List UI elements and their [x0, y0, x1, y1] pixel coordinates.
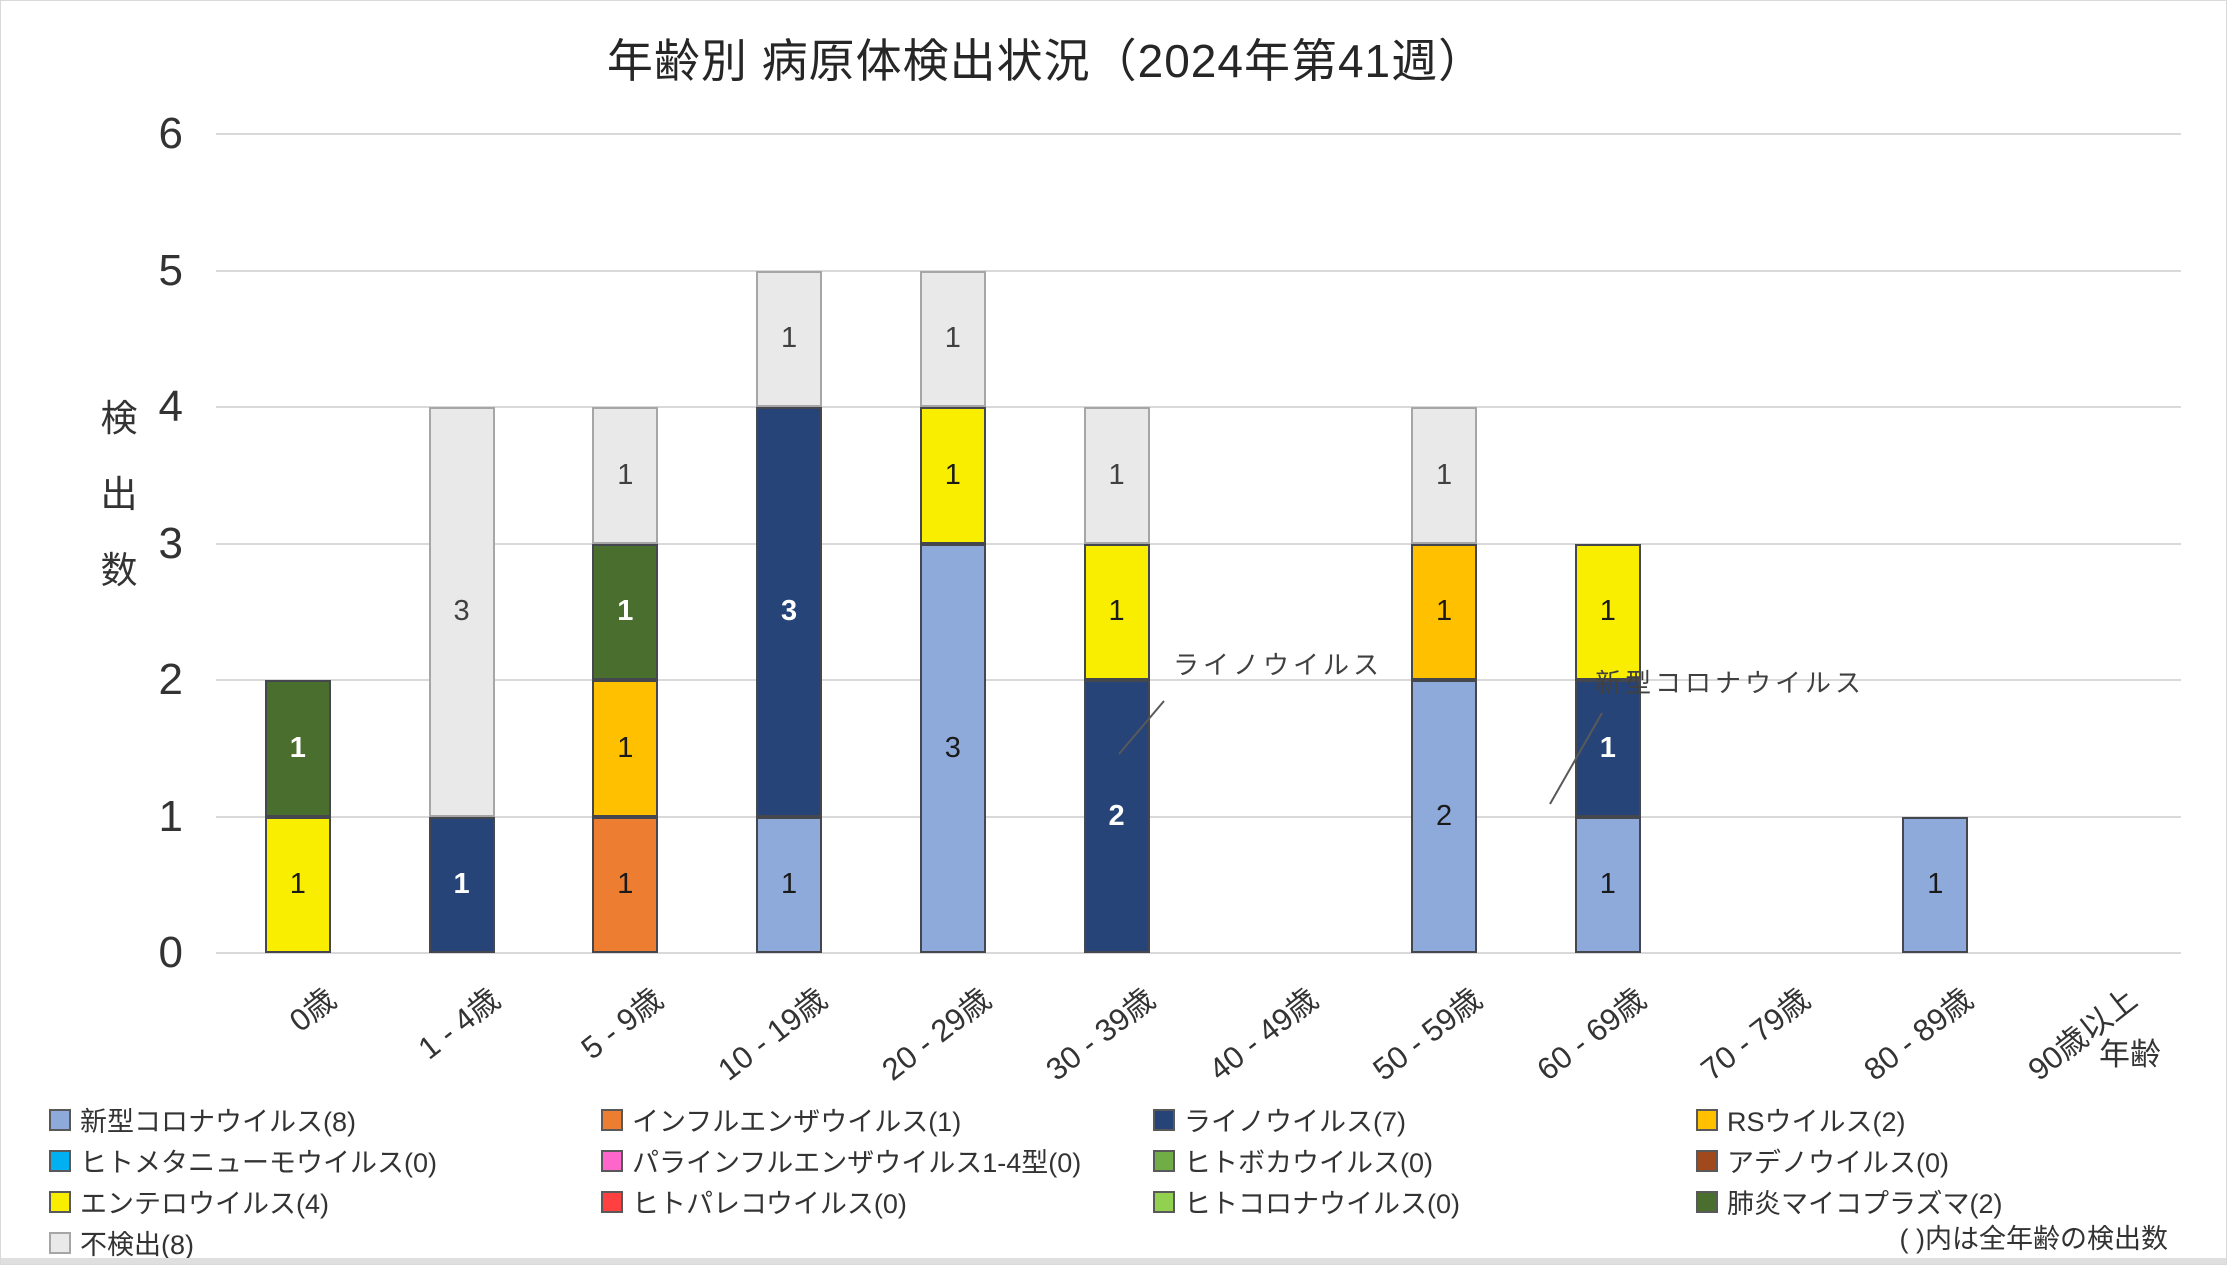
bar-segment: 1	[264, 816, 331, 953]
y-tick-label: 5	[158, 245, 183, 295]
legend-label: ヒトメタニューモウイルス(0)	[80, 1148, 437, 1178]
gridline	[216, 269, 2181, 272]
legend-label: ライノウイルス(7)	[1184, 1107, 1406, 1137]
legend-label: エンテロウイルス(4)	[80, 1189, 329, 1219]
legend-swatch	[601, 1108, 623, 1131]
bar-segment: 2	[1083, 680, 1150, 953]
y-tick-label: 0	[158, 928, 183, 977]
bar-segment: 1	[756, 816, 823, 953]
legend-swatch	[49, 1190, 71, 1213]
legend-swatch	[49, 1108, 71, 1131]
legend-label: 新型コロナウイルス(8)	[80, 1107, 356, 1137]
y-axis-title-char: 検	[100, 398, 138, 439]
legend-label: ヒトコロナウイルス(0)	[1184, 1189, 1460, 1219]
bar-segment: 3	[919, 543, 986, 953]
bar-segment: 1	[1083, 407, 1150, 544]
bar-segment: 1	[1411, 543, 1478, 680]
legend-label: 不検出(8)	[80, 1230, 194, 1260]
legend-label: 肺炎マイコプラズマ(2)	[1727, 1189, 2003, 1219]
bar-segment: 1	[264, 680, 331, 817]
y-tick-label: 4	[158, 382, 183, 431]
gridline	[216, 952, 2181, 954]
window-edge	[1, 1258, 2226, 1264]
legend-item: ヒトメタニューモウイルス(0)	[49, 1141, 601, 1180]
bar-segment: 1	[592, 407, 659, 544]
legend-label: ヒトパレコウイルス(0)	[632, 1189, 907, 1219]
y-tick-label: 6	[158, 109, 183, 158]
x-axis-title: 年齢	[2099, 1037, 2161, 1072]
annotation-rhinovirus: ライノウイルス	[1173, 650, 1384, 680]
legend-item: 不検出(8)	[49, 1223, 601, 1262]
legend-item: ライノウイルス(7)	[1153, 1100, 1696, 1139]
legend-item: ヒトボカウイルス(0)	[1153, 1141, 1696, 1180]
bar-segment: 1	[592, 816, 659, 953]
y-tick-label: 3	[158, 518, 183, 568]
legend-item: インフルエンザウイルス(1)	[601, 1100, 1153, 1139]
legend-label: アデノウイルス(0)	[1727, 1148, 1949, 1178]
legend-swatch	[49, 1149, 71, 1172]
legend-item: パラインフルエンザウイルス1-4型(0)	[601, 1141, 1153, 1180]
legend-label: RSウイルス(2)	[1727, 1107, 1906, 1137]
gridline	[216, 679, 2181, 681]
legend-item: アデノウイルス(0)	[1696, 1141, 2189, 1180]
bar-segment: 1	[1083, 543, 1150, 680]
y-tick-label: 2	[158, 655, 183, 704]
legend-item: RSウイルス(2)	[1696, 1100, 2189, 1139]
bar-segment: 1	[1574, 680, 1641, 817]
bar-segment: 1	[1574, 543, 1641, 680]
chart-legend: 新型コロナウイルス(8) インフルエンザウイルス(1) ライノウイルス(7) RSウイ…	[49, 1099, 2189, 1263]
legend-swatch	[1696, 1190, 1718, 1213]
legend-label: ヒトボカウイルス(0)	[1184, 1148, 1433, 1178]
legend-swatch	[1153, 1190, 1175, 1213]
y-axis-title-char: 出	[100, 474, 138, 515]
y-axis-title-char: 数	[100, 550, 138, 591]
bar-segment: 1	[919, 407, 986, 544]
legend-footnote: ( )内は全年齢の検出数	[1899, 1224, 2168, 1254]
gridline	[216, 406, 2181, 408]
bar-segment: 1	[919, 270, 986, 407]
legend-label: インフルエンザウイルス(1)	[632, 1107, 962, 1137]
y-tick-label: 1	[158, 791, 183, 841]
gridline	[216, 542, 2181, 545]
bar-segment: 3	[428, 407, 495, 817]
bar-segment: 1	[428, 816, 495, 953]
legend-swatch	[1153, 1149, 1175, 1172]
gridline	[216, 133, 2181, 135]
legend-item: エンテロウイルス(4)	[49, 1182, 601, 1221]
bar-segment: 1	[756, 270, 823, 407]
legend-swatch	[1153, 1108, 1175, 1131]
bar-segment: 2	[1411, 680, 1478, 953]
annotation-covid: 新型コロナウイルス	[1595, 668, 1866, 698]
bar-segment: 1	[1902, 816, 1969, 953]
legend-item: ヒトパレコウイルス(0)	[601, 1182, 1153, 1221]
y-axis-title: 検出数	[95, 381, 143, 609]
legend-label: パラインフルエンザウイルス1-4型(0)	[632, 1148, 1082, 1178]
bar-segment: 1	[592, 543, 659, 680]
bar-segment: 1	[1411, 407, 1478, 544]
legend-swatch	[49, 1231, 71, 1254]
legend-swatch	[1696, 1108, 1718, 1131]
legend-item: 肺炎マイコプラズマ(2)	[1696, 1182, 2189, 1221]
bar-segment: 1	[592, 680, 659, 817]
bar-segment: 3	[756, 407, 823, 817]
legend-swatch	[1696, 1149, 1718, 1172]
bar-segment: 1	[1574, 816, 1641, 953]
legend-swatch	[601, 1149, 623, 1172]
legend-item: 新型コロナウイルス(8)	[49, 1100, 601, 1139]
legend-swatch	[601, 1190, 623, 1213]
legend-item: ヒトコロナウイルス(0)	[1153, 1182, 1696, 1221]
gridline	[216, 815, 2181, 818]
chart-title: 年齢別 病原体検出状況（2024年第41週）	[606, 35, 1486, 87]
